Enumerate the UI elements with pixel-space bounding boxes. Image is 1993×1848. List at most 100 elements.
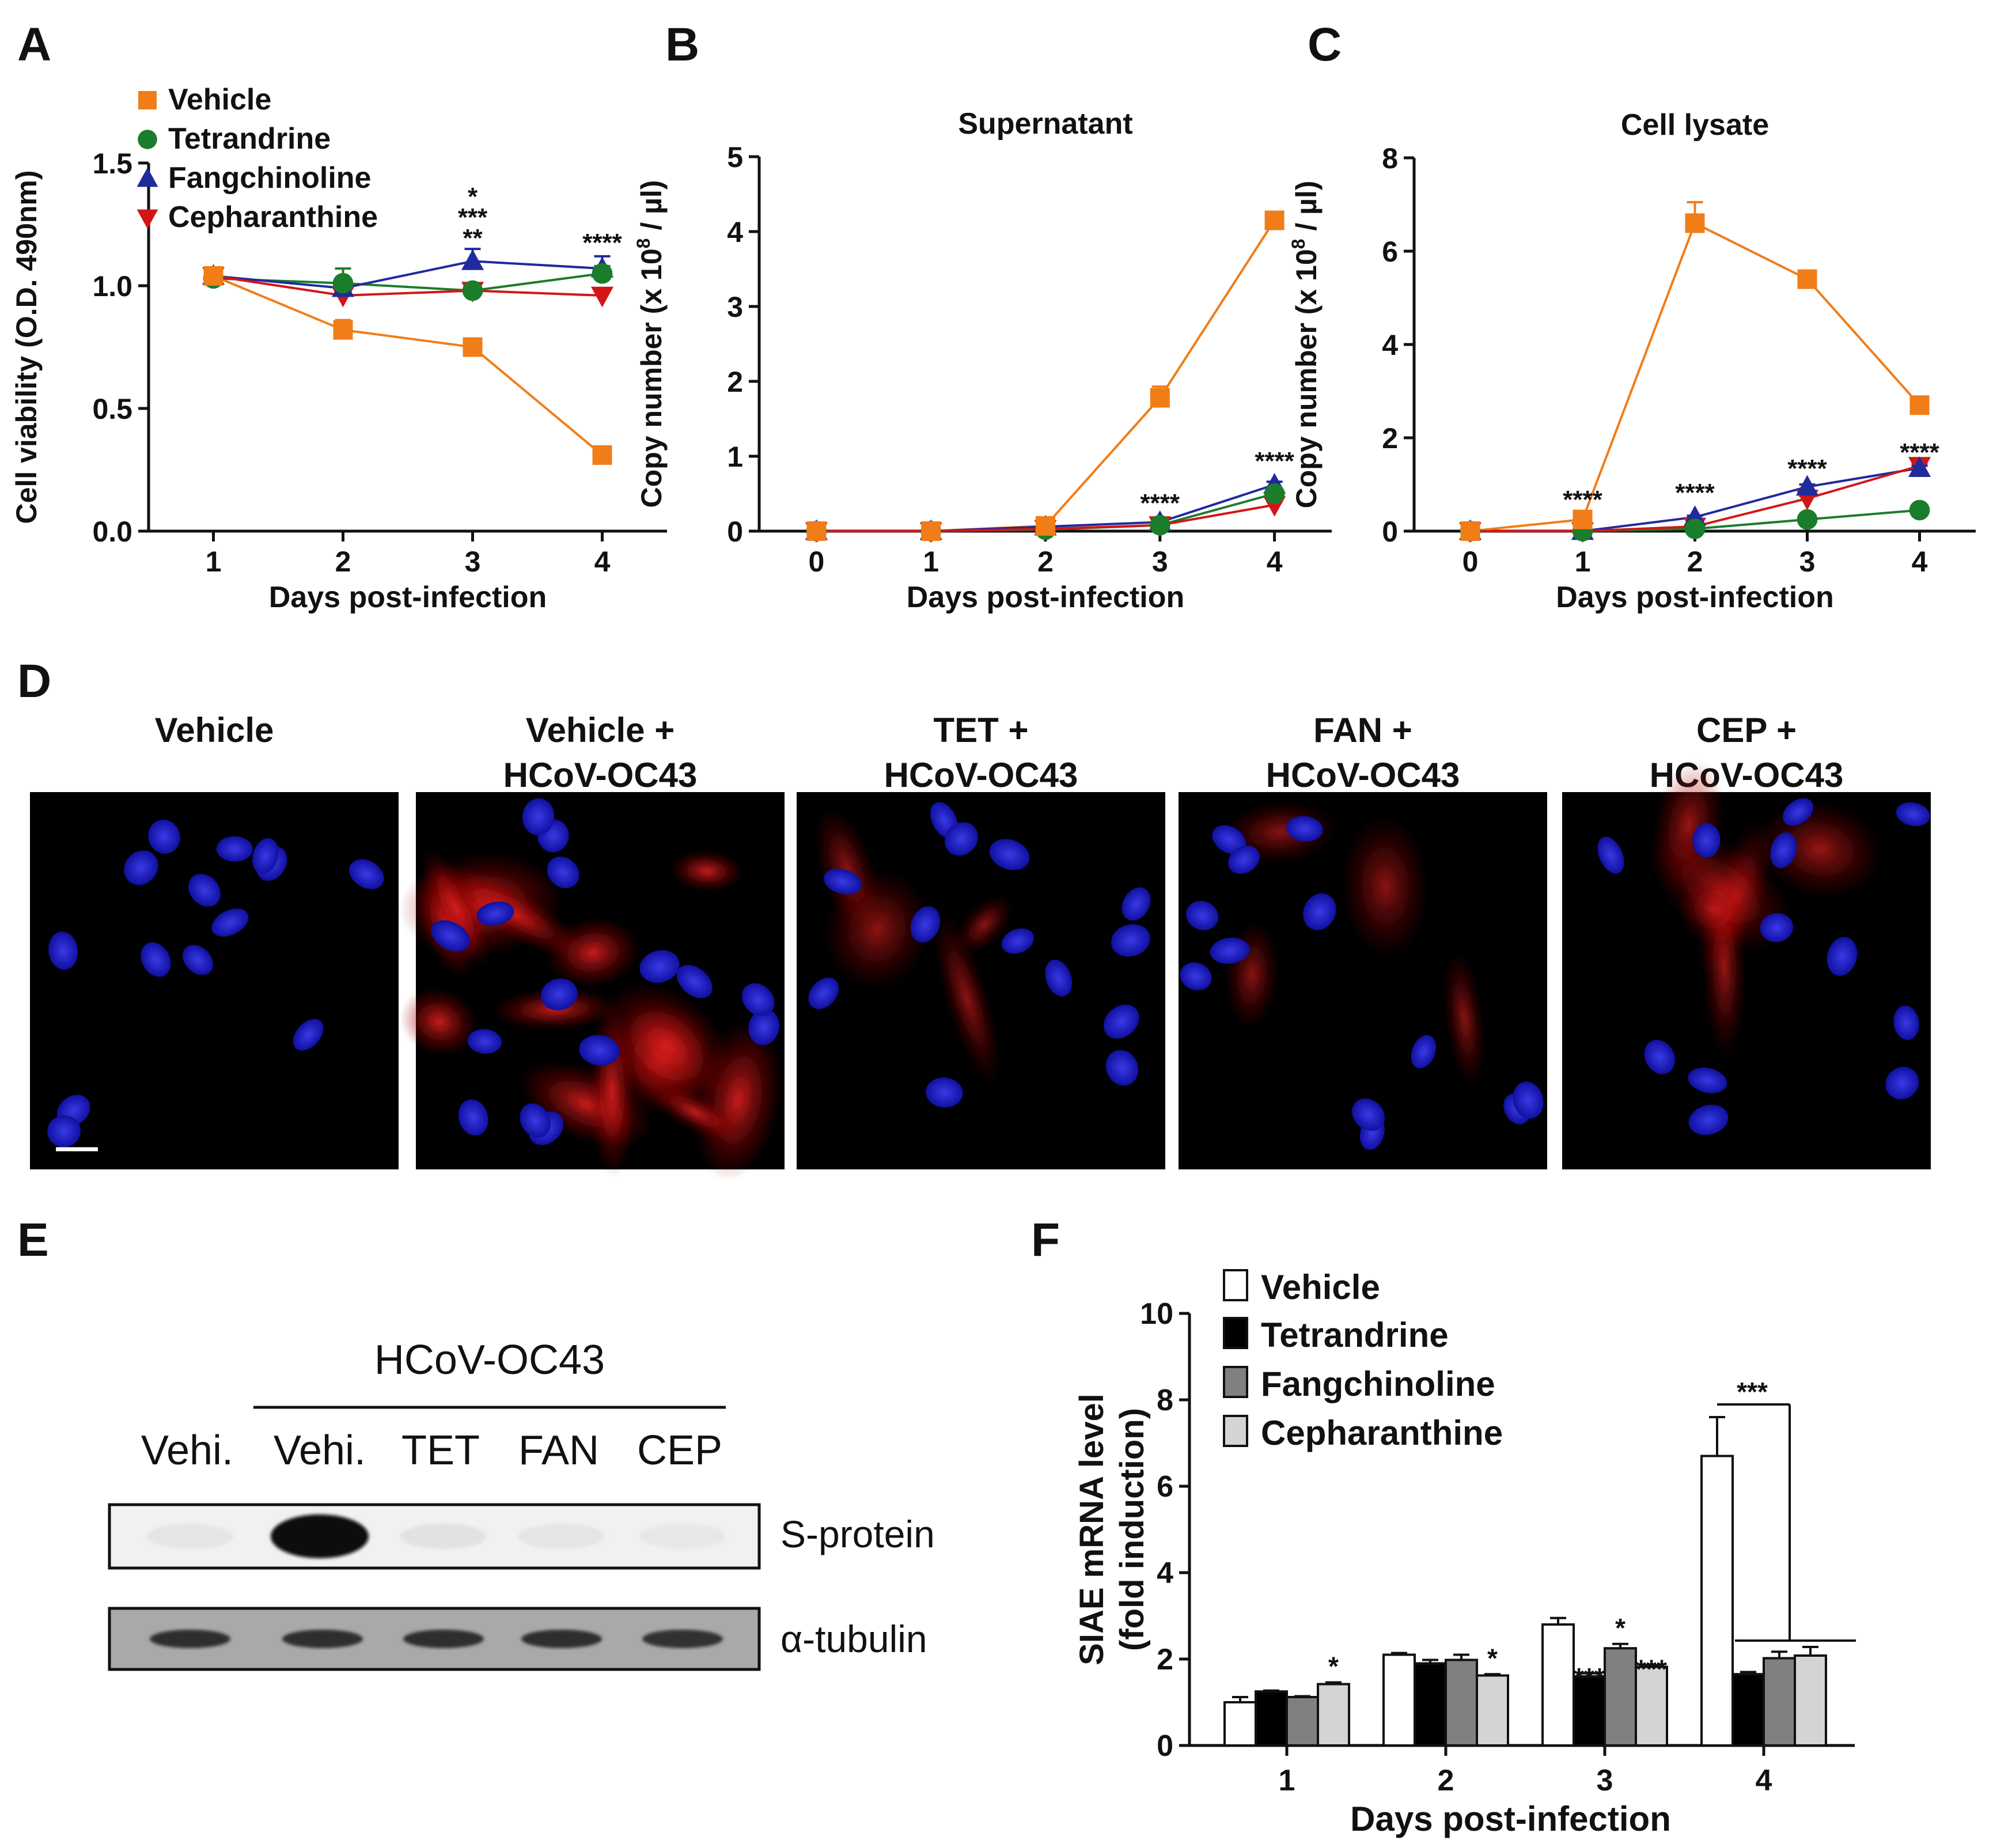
nucleus	[1001, 928, 1034, 954]
data-point-vehicle	[1573, 509, 1593, 529]
nucleus	[1186, 900, 1219, 930]
infected-cytoplasm	[670, 850, 744, 892]
series-line-fangchinoline	[213, 260, 603, 290]
bar-vehicle	[1541, 1623, 1575, 1747]
panel-e-western-blot: HCoV-OC43 Vehi. Vehi. TET FAN CEP S-protein …	[108, 1337, 935, 1671]
s-protein-band	[147, 1524, 233, 1549]
data-point-tetrandrine	[1149, 514, 1170, 536]
legend-label-vehicle: Vehicle	[1261, 1268, 1380, 1307]
x-axis-label: Days post-infection	[1556, 581, 1834, 614]
legend-marker-cepharanthine	[137, 209, 158, 229]
significance-marker: *	[1328, 1652, 1339, 1682]
x-tick-label: 1	[206, 546, 222, 578]
nucleus	[293, 1018, 324, 1051]
bar-cepharanthine	[1476, 1674, 1509, 1747]
nucleus	[1783, 798, 1814, 826]
bar-vehicle	[1700, 1455, 1734, 1747]
panel-letter-e: E	[17, 1214, 49, 1266]
significance-marker: ****	[582, 229, 622, 257]
y-tick-label: 8	[1157, 1384, 1173, 1417]
x-tick-label: 1	[1279, 1764, 1295, 1797]
y-axis-label-2: (fold induction)	[1113, 1408, 1151, 1651]
nucleus	[1352, 1098, 1385, 1131]
data-point-tetrandrine	[332, 272, 354, 294]
nucleus	[1827, 937, 1858, 976]
x-tick-label: 1	[1575, 546, 1591, 578]
nucleus	[47, 1115, 81, 1148]
nucleus	[1105, 1050, 1139, 1086]
bar-vehicle	[1223, 1701, 1257, 1747]
y-tick-label: 5	[727, 141, 743, 173]
nucleus	[540, 978, 578, 1010]
x-tick-label: 3	[1597, 1764, 1613, 1797]
bar-cepharanthine	[1317, 1683, 1350, 1747]
bar-tetrandrine	[1731, 1673, 1765, 1747]
data-point-tetrandrine	[592, 263, 613, 284]
nucleus	[1045, 959, 1073, 997]
x-tick-label: 1	[923, 546, 939, 578]
y-tick-label: 0	[1382, 516, 1398, 548]
image-label-line2: HCoV-OC43	[503, 756, 698, 794]
nucleus	[748, 1009, 780, 1046]
significance-marker: *	[1487, 1643, 1498, 1673]
y-tick-label: 1.5	[92, 147, 132, 180]
significance-marker: ***	[1737, 1377, 1768, 1407]
blot-lane-label: FAN	[518, 1427, 599, 1474]
y-tick-label: 10	[1140, 1297, 1173, 1331]
legend-label-tetrandrine: Tetrandrine	[1261, 1316, 1449, 1354]
data-point-fangchinoline	[461, 249, 484, 270]
s-protein-band	[639, 1524, 726, 1549]
nucleus	[547, 856, 579, 888]
data-point-tetrandrine	[1909, 499, 1930, 521]
y-tick-label: 0.5	[92, 393, 132, 425]
nucleus	[431, 920, 470, 952]
nucleus	[124, 850, 158, 885]
y-tick-label: 4	[1382, 329, 1398, 361]
image-label-line1: Vehicle +	[526, 711, 675, 749]
y-axis-label-tail: / µl)	[635, 180, 668, 238]
image-label-line1: TET +	[933, 711, 1028, 749]
data-point-tetrandrine	[1797, 509, 1818, 530]
y-tick-label: 6	[1157, 1470, 1173, 1504]
nucleus	[1411, 1035, 1437, 1069]
image-label-line1: CEP +	[1696, 711, 1797, 749]
panel-letter-c: C	[1308, 18, 1342, 71]
data-point-vehicle	[921, 521, 941, 541]
x-tick-label: 2	[1438, 1764, 1454, 1797]
chart-b-supernatant: 0 1 2 3 4 5 0 1 2 3 4 Days post-infection Copy numbe…	[633, 107, 1332, 614]
data-point-vehicle	[1797, 269, 1817, 289]
data-point-vehicle	[1150, 388, 1170, 408]
nucleus	[1885, 1066, 1919, 1100]
x-tick-label: 0	[1462, 546, 1479, 578]
significance-marker: ****	[1787, 455, 1827, 483]
bar-tetrandrine	[1255, 1690, 1288, 1747]
nucleus	[910, 906, 941, 943]
nucleus	[458, 1099, 488, 1136]
infected-cytoplasm	[1341, 815, 1430, 959]
significance-marker: ****	[1255, 447, 1294, 475]
y-axis-label: SIAE mRNA level	[1073, 1393, 1111, 1665]
bar-cepharanthine	[1635, 1665, 1668, 1747]
data-point-tetrandrine	[1684, 518, 1706, 539]
data-point-vehicle	[1909, 395, 1930, 415]
nucleus	[182, 945, 213, 975]
x-tick-label: 3	[1799, 546, 1816, 578]
data-point-vehicle	[203, 266, 223, 286]
data-point-vehicle	[333, 320, 353, 340]
nucleus	[926, 1077, 963, 1108]
nucleus	[989, 839, 1030, 870]
infected-cytoplasm	[1443, 950, 1486, 1087]
series-line-cepharanthine	[213, 274, 603, 297]
nucleus	[216, 836, 253, 862]
s-protein-band	[400, 1524, 487, 1549]
significance-marker: ****	[1675, 479, 1715, 507]
infected-cytoplasm	[955, 895, 1013, 955]
nucleus	[1210, 937, 1250, 964]
nucleus	[808, 978, 839, 1009]
nucleus	[944, 822, 978, 856]
legend-swatch-fangchinoline	[1223, 1366, 1248, 1398]
nucleus	[1896, 802, 1930, 827]
nucleus	[1597, 836, 1624, 874]
s-protein-bands	[147, 1514, 726, 1558]
